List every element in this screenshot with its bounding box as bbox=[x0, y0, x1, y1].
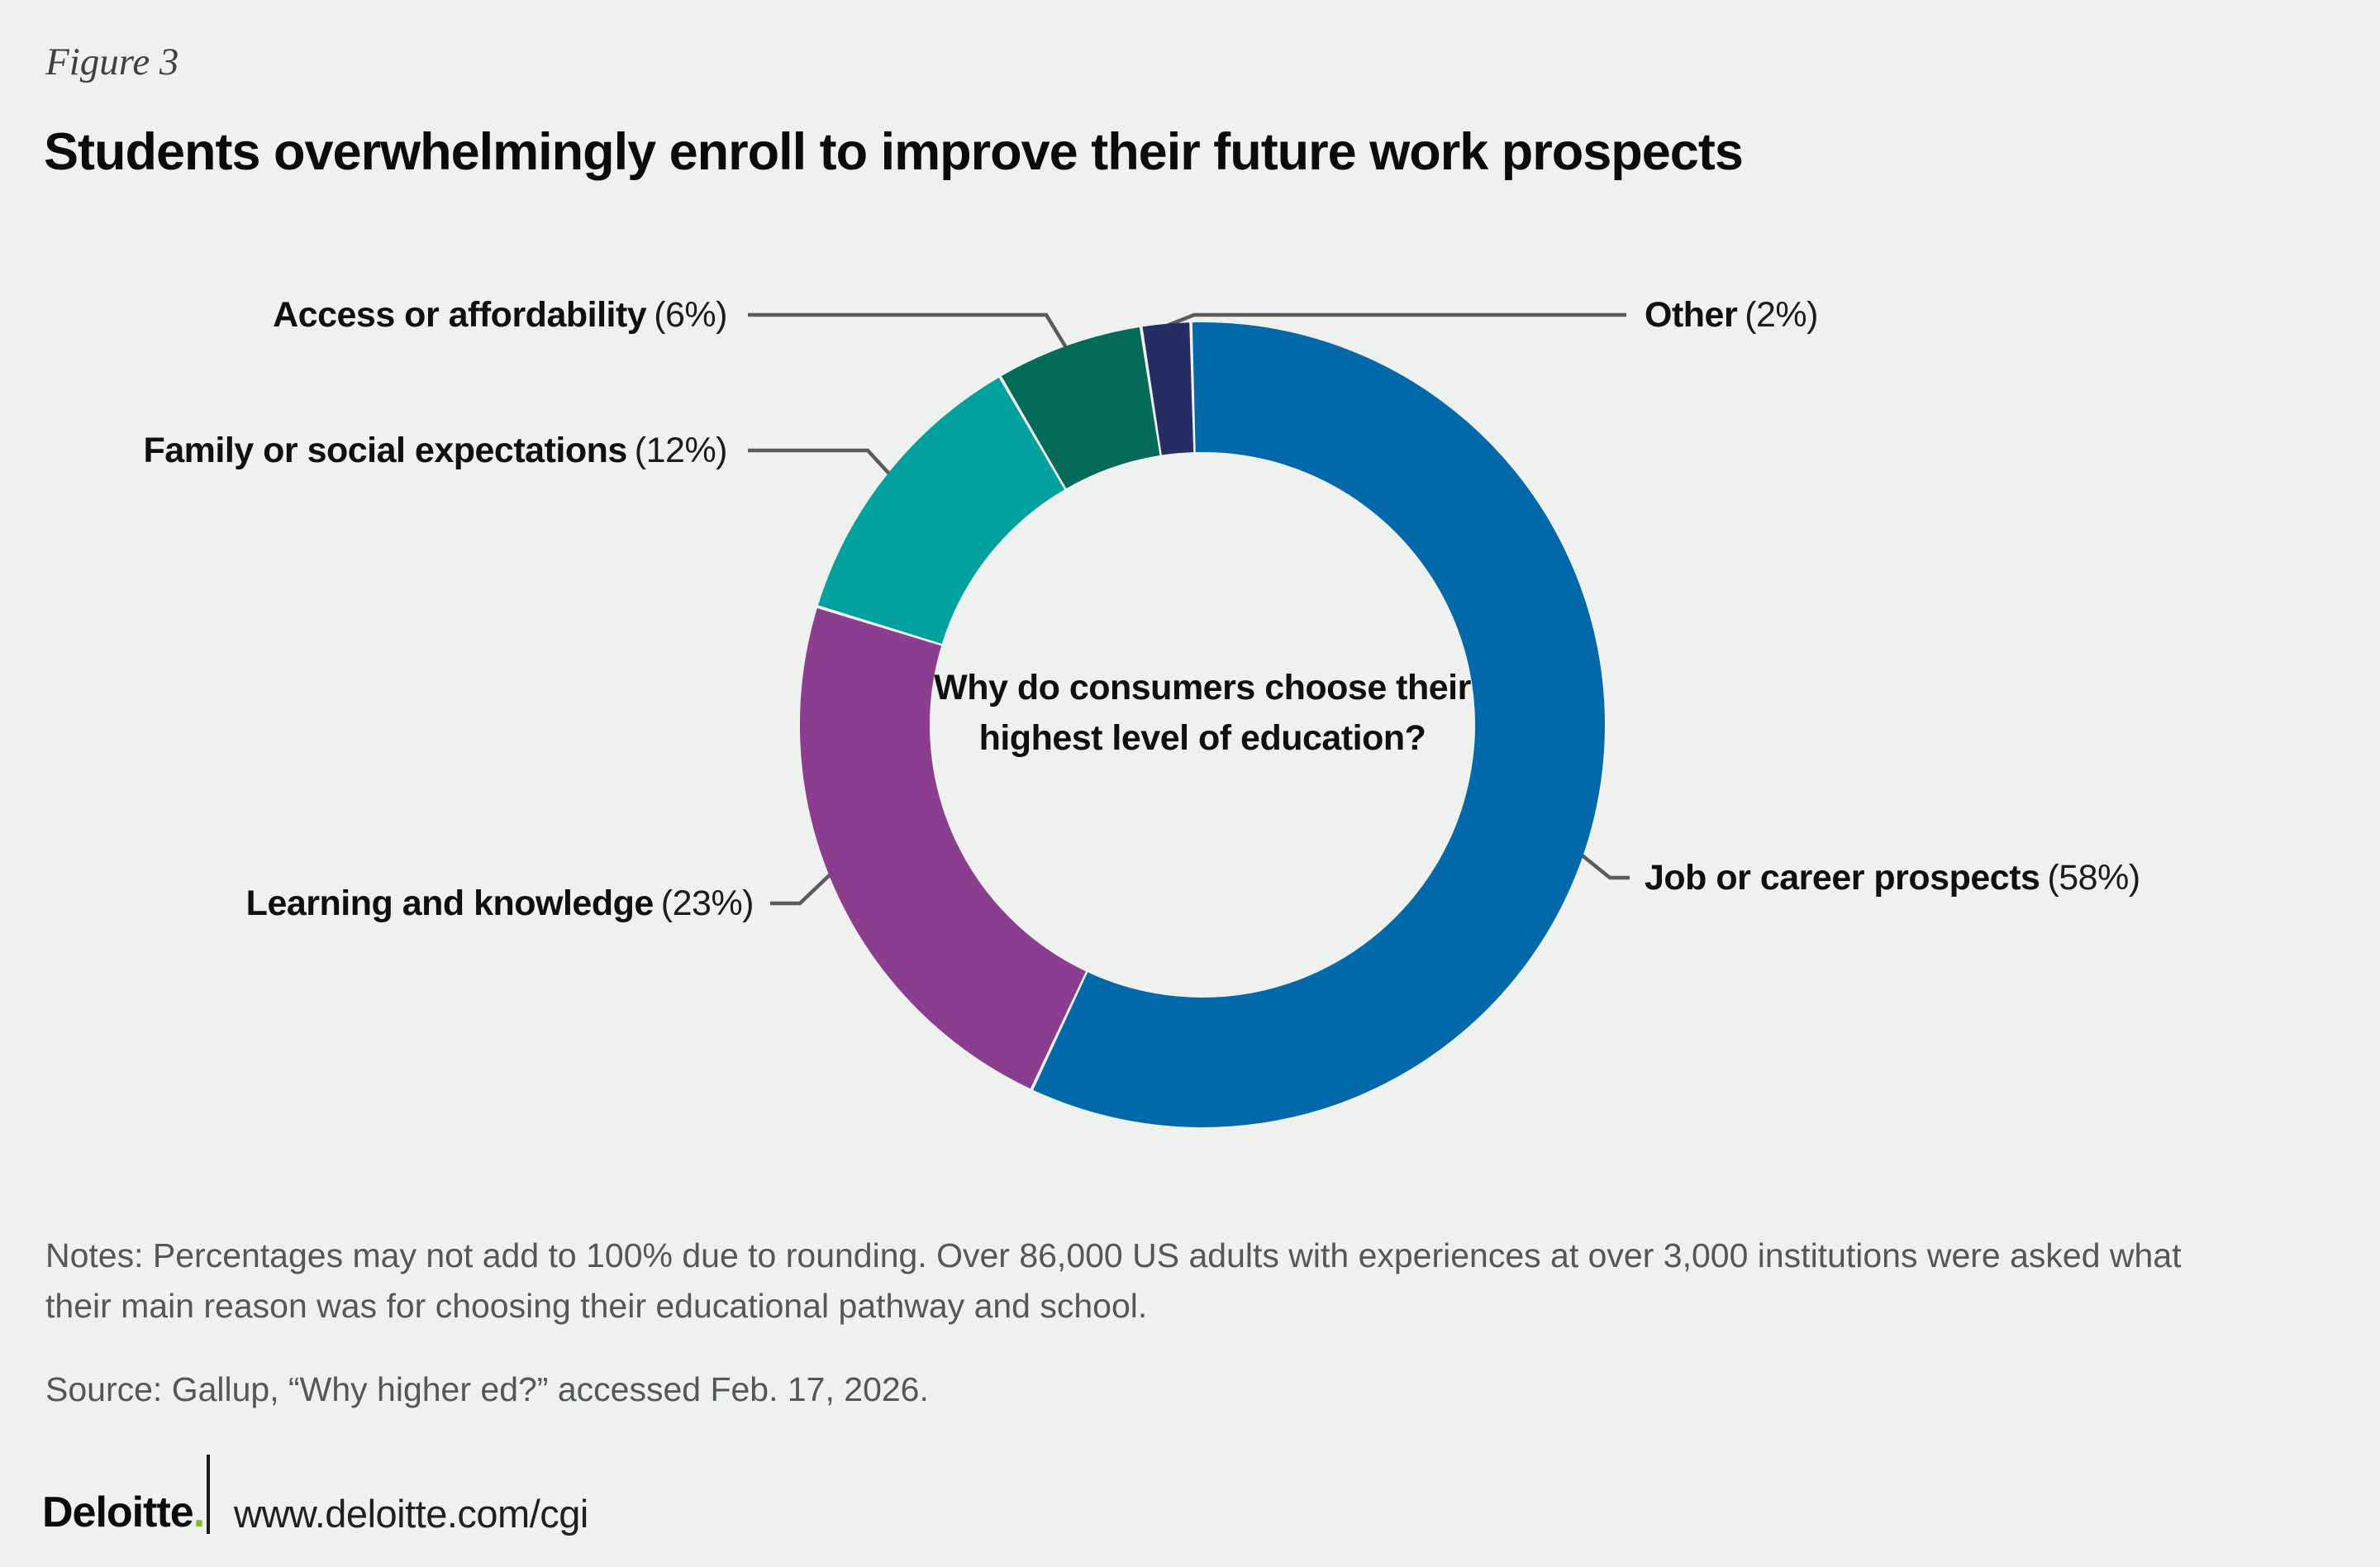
donut-segment-other bbox=[1142, 322, 1195, 455]
callout-other-label: Other bbox=[1645, 295, 1738, 335]
callout-family-or-social-expectations: Family or social expectations (12%) bbox=[143, 429, 727, 472]
callout-job-or-career-prospects: Job or career prospects (58%) bbox=[1645, 856, 2140, 899]
callout-access-value: (6%) bbox=[654, 295, 727, 335]
deloitte-green-dot: . bbox=[193, 1488, 205, 1536]
deloitte-logo: Deloitte. bbox=[42, 1488, 205, 1537]
leader-access-or-affordability bbox=[748, 312, 1071, 355]
callout-job-label: Job or career prospects bbox=[1645, 858, 2040, 898]
donut-segment-family-or-social-expectations bbox=[817, 377, 1066, 645]
deloitte-wordmark: Deloitte bbox=[42, 1488, 194, 1536]
leader-learning-and-knowledge bbox=[770, 867, 838, 906]
footer-divider bbox=[207, 1455, 210, 1534]
callout-learning-label: Learning and knowledge bbox=[245, 884, 654, 923]
callout-family-label: Family or social expectations bbox=[143, 431, 627, 470]
center-question-line-2: highest level of education? bbox=[978, 718, 1426, 758]
callout-access-label: Access or affordability bbox=[273, 295, 647, 335]
leader-other bbox=[1166, 312, 1626, 328]
notes-line-1: Notes: Percentages may not add to 100% d… bbox=[45, 1236, 2182, 1274]
leader-family-or-social-expectations bbox=[748, 448, 909, 495]
callout-other-value: (2%) bbox=[1745, 295, 1818, 335]
notes-line-2: their main reason was for choosing their… bbox=[45, 1287, 1148, 1325]
notes-text: Notes: Percentages may not add to 100% d… bbox=[45, 1231, 2182, 1331]
donut-segment-access-or-affordability bbox=[1001, 326, 1161, 489]
callout-other: Other (2%) bbox=[1645, 293, 1818, 336]
donut-center-question: Why do consumers choose their highest le… bbox=[913, 663, 1492, 764]
callout-learning-value: (23%) bbox=[660, 884, 754, 923]
callout-access-or-affordability: Access or affordability (6%) bbox=[273, 293, 727, 336]
callout-learning-and-knowledge: Learning and knowledge (23%) bbox=[246, 882, 754, 925]
figure-title: Students overwhelmingly enroll to improv… bbox=[44, 123, 1744, 181]
leader-job-or-career-prospects bbox=[1573, 848, 1630, 880]
footer-url[interactable]: www.deloitte.com/cgi bbox=[234, 1492, 588, 1536]
callout-family-value: (12%) bbox=[634, 431, 728, 470]
callout-job-value: (58%) bbox=[2047, 858, 2140, 898]
source-text: Source: Gallup, “Why higher ed?” accesse… bbox=[45, 1370, 929, 1408]
center-question-line-1: Why do consumers choose their bbox=[934, 668, 1471, 707]
figure-number: Figure 3 bbox=[45, 40, 179, 83]
